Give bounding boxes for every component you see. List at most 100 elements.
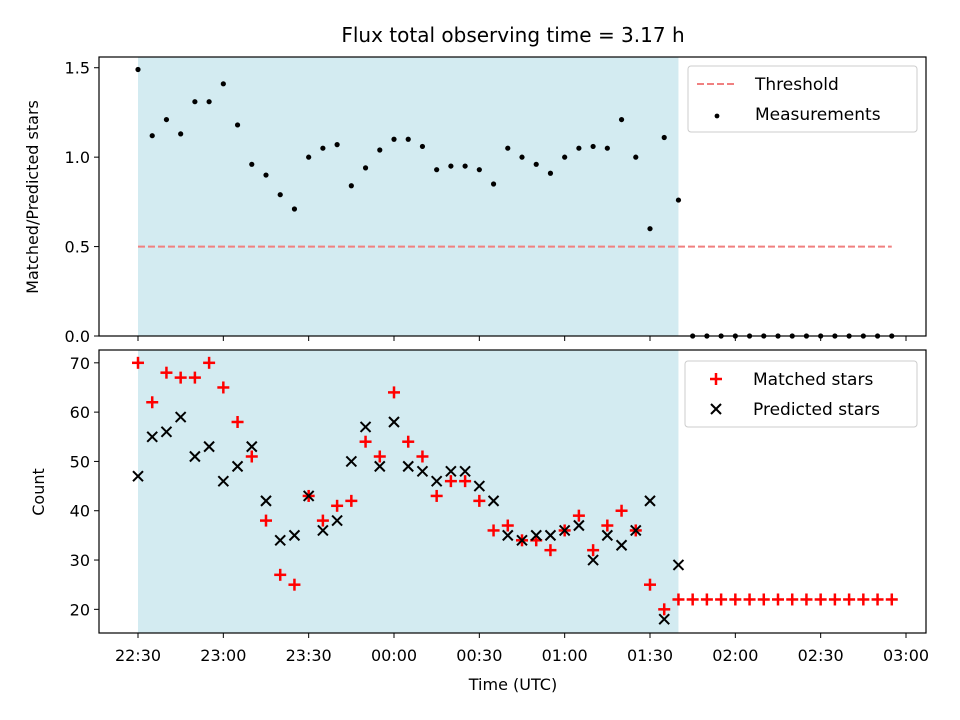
predicted-stars-point [416,465,429,477]
predicted-stars-point [160,426,173,438]
predicted-legend-label: Predicted stars [753,400,880,420]
matched-stars-point [316,514,329,527]
measurement-point [348,183,354,189]
matched-legend-swatch [710,373,722,385]
measurements-legend-swatch [714,113,720,119]
y-tick-label: 0.0 [65,327,90,346]
measurement-point [604,145,610,151]
top-panel: 0.0 0.5 1.0 1.5 Flux total observing time =… [23,23,927,346]
predicted-stars-point [558,524,571,537]
x-tick-label: 02:30 [798,646,844,665]
predicted-stars-point [231,460,244,473]
predicted-stars-point [459,465,471,477]
matched-stars-point [245,450,258,463]
matched-stars-point [487,524,500,537]
predicted-stars-point [644,495,656,507]
x-tick-label: 23:30 [286,646,332,665]
matched-stars-point [700,593,713,606]
matched-stars-point [501,519,514,532]
measurement-point [206,99,212,105]
matched-stars-point [601,519,614,532]
matched-stars-point [345,494,358,507]
matched-stars-point [544,544,557,557]
matched-stars-point [444,475,457,488]
x-tick-label: 23:00 [200,646,246,665]
measurement-point [149,133,155,139]
matched-stars-point [743,593,756,606]
predicted-stars-point [331,514,343,527]
top-x-ticks [137,336,907,341]
predicted-stars-point [473,480,486,492]
matched-stars-point [871,593,884,606]
bottom-series-layer [132,356,898,625]
bottom-legend-box [684,360,918,428]
bottom-x-ticks: 22:30 23:00 23:30 00:00 00:30 01:00 01:30 02:00… [115,633,929,665]
bottom-legend: Matched stars Predicted stars [684,360,918,428]
matched-stars-point [459,475,472,488]
matched-stars-point [658,603,671,616]
bottom-axes-frame [98,349,927,634]
matched-stars-point [772,593,784,606]
threshold-legend-label: Threshold [754,75,839,95]
measurement-point [178,131,184,137]
x-tick-label: 22:30 [115,646,161,665]
matched-stars-point [160,366,173,379]
measurement-point [192,99,198,105]
predicted-stars-point [359,421,372,433]
measurement-point [405,136,411,142]
y-tick-label: 0.5 [65,238,90,257]
y-tick-label: 1.0 [65,148,90,167]
matched-stars-point [615,504,628,517]
x-tick-label: 01:30 [627,646,673,665]
matched-stars-point [331,499,344,512]
predicted-stars-point [430,475,443,487]
predicted-stars-point [573,519,585,532]
measurement-point [234,122,241,128]
bottom-y-ticks: 20 30 40 50 60 70 [70,354,99,619]
matched-stars-point [644,578,656,591]
predicted-stars-point [189,450,201,463]
matched-stars-point [231,415,244,428]
matched-stars-point [843,593,856,606]
measurement-point [661,134,667,141]
matched-stars-point [757,593,770,606]
matched-stars-point [786,593,799,606]
top-shaded-region [138,57,679,336]
predicted-stars-point [544,529,557,542]
predicted-stars-point [274,534,286,547]
predicted-stars-point [317,524,329,537]
matched-stars-point [402,435,415,448]
matched-stars-point [388,386,400,399]
measurement-point [362,165,369,171]
predicted-stars-point [615,539,628,551]
matched-legend-label: Matched stars [753,370,873,390]
matched-stars-point [587,544,600,557]
predicted-stars-point [345,455,358,468]
matched-stars-point [729,593,742,606]
measurement-point [533,161,539,167]
measurement-point [590,143,596,150]
top-y-ticks: 0.0 0.5 1.0 1.5 [65,59,99,346]
matched-stars-point [885,593,898,606]
y-tick-label: 50 [70,452,90,471]
matched-stars-point [672,593,685,606]
measurement-point [249,161,255,167]
bottom-shaded-region [138,350,679,633]
measurement-point [320,145,326,151]
matched-stars-point [473,494,486,507]
y-tick-label: 40 [70,502,90,521]
measurement-point [391,136,397,142]
measurement-point [505,145,511,151]
bottom-panel: 20 30 40 50 60 70 22:30 23:00 23:30 00:00 00:30 01… [29,349,929,694]
matched-stars-point [416,450,429,463]
predicted-stars-point [302,490,315,502]
y-tick-label: 1.5 [65,59,90,78]
measurement-point [576,145,582,151]
measurement-point [377,147,383,153]
matched-stars-point [572,509,585,522]
measurement-point [291,206,298,212]
predicted-stars-point [601,529,614,542]
y-tick-label: 20 [70,600,90,619]
measurements-legend-label: Measurements [755,105,881,125]
top-y-axis-label: Matched/Predicted stars [23,100,42,294]
